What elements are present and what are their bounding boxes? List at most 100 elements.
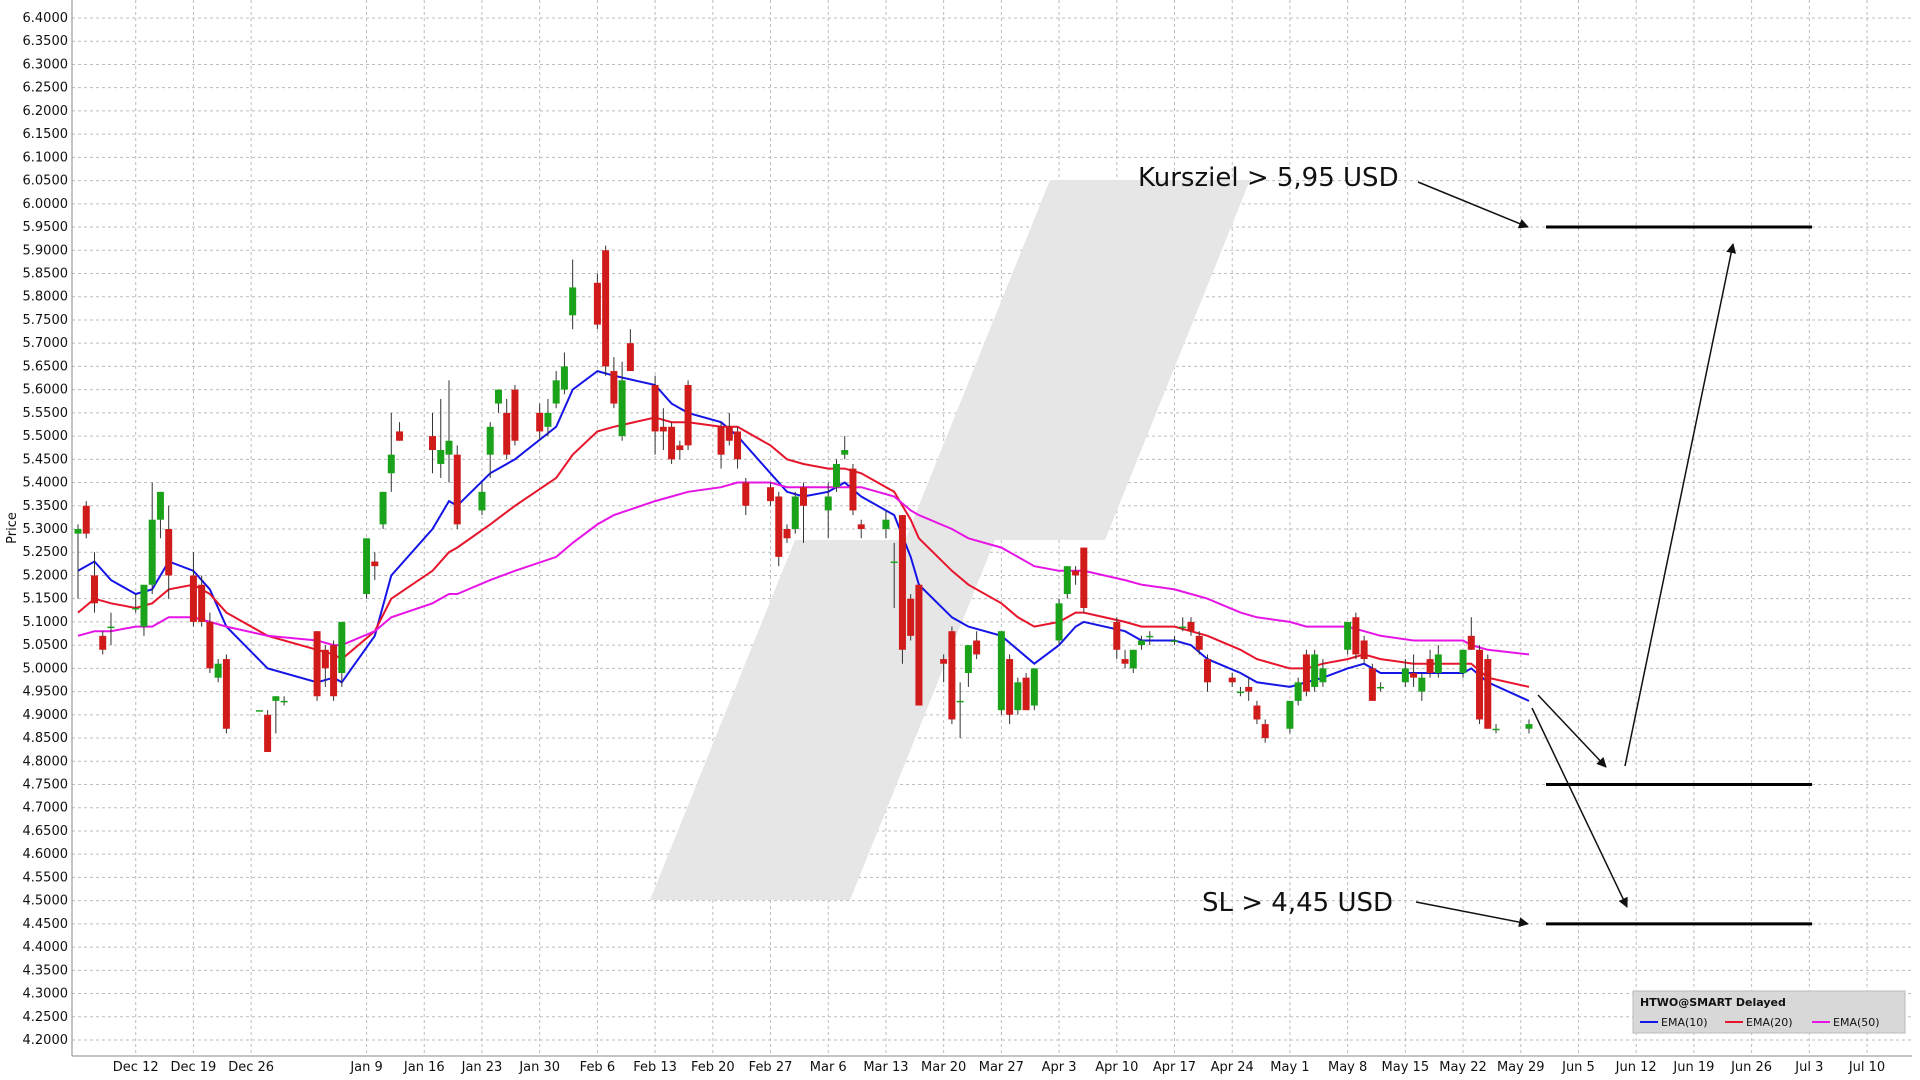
y-tick-label: 5.0500 xyxy=(23,638,69,653)
y-tick-label: 4.5500 xyxy=(23,870,69,885)
y-tick-label: 5.8000 xyxy=(23,290,69,305)
y-tick-label: 6.2500 xyxy=(23,81,69,96)
candle-body xyxy=(1467,635,1475,650)
legend-item: EMA(20) xyxy=(1746,1016,1793,1029)
candle xyxy=(824,482,832,539)
candle-body xyxy=(107,626,115,629)
candle xyxy=(1459,649,1467,678)
candle xyxy=(907,594,915,641)
candle xyxy=(956,682,964,739)
candle-body xyxy=(610,371,618,404)
candle-body xyxy=(1525,724,1533,729)
candle xyxy=(1030,668,1038,711)
y-tick-label: 4.4500 xyxy=(23,917,69,932)
candle xyxy=(626,329,634,372)
candle-body xyxy=(330,645,338,697)
candle xyxy=(445,380,453,483)
candle-body xyxy=(1360,640,1368,660)
candle-body xyxy=(74,529,82,534)
y-tick-label: 5.6000 xyxy=(23,383,69,398)
candle xyxy=(156,491,164,539)
candle-body xyxy=(734,431,742,460)
candle xyxy=(1401,659,1409,687)
candle-body xyxy=(1302,654,1310,692)
candle xyxy=(783,524,791,543)
candle xyxy=(90,552,98,613)
x-tick-label: Dec 26 xyxy=(228,1060,274,1075)
candle xyxy=(1203,654,1211,692)
candle xyxy=(1146,631,1154,646)
candle xyxy=(264,710,272,752)
candle-body xyxy=(1022,677,1030,711)
candle-body xyxy=(478,491,486,511)
candle-body xyxy=(222,659,230,729)
candle xyxy=(1476,645,1484,725)
candle xyxy=(593,273,601,330)
candle xyxy=(429,412,437,474)
candle-body xyxy=(1195,635,1203,650)
candle xyxy=(1261,719,1269,743)
candle xyxy=(544,398,552,437)
candle xyxy=(1006,654,1014,725)
candle-body xyxy=(1426,659,1434,674)
candle-body xyxy=(90,575,98,604)
candle xyxy=(849,463,857,516)
candle-body xyxy=(1187,621,1195,632)
x-tick-label: Mar 20 xyxy=(921,1060,966,1075)
candle-body xyxy=(956,700,964,703)
candle xyxy=(140,584,148,636)
candle xyxy=(1360,635,1368,664)
candle xyxy=(940,654,948,683)
candle-body xyxy=(1228,677,1236,683)
y-tick-label: 5.7500 xyxy=(23,313,69,328)
candle-body xyxy=(783,529,791,539)
candle-body xyxy=(396,431,404,441)
candle-body xyxy=(1319,668,1327,683)
y-axis-label: Price xyxy=(5,512,20,544)
candle xyxy=(321,645,329,687)
y-tick-label: 5.8500 xyxy=(23,267,69,282)
candle-body xyxy=(189,575,197,622)
legend-item: EMA(50) xyxy=(1833,1016,1880,1029)
candle xyxy=(651,375,659,455)
candle xyxy=(890,542,898,608)
candle-body xyxy=(717,426,725,455)
candle-body xyxy=(973,640,981,655)
candle xyxy=(1138,635,1146,650)
candle-body xyxy=(1476,649,1484,720)
candle-body xyxy=(1294,682,1302,701)
candle-body xyxy=(503,412,511,455)
candle xyxy=(997,631,1005,715)
candle-body xyxy=(964,645,972,674)
annotation-arrow xyxy=(1417,181,1529,229)
candle-body xyxy=(494,389,502,404)
candle-body xyxy=(1014,682,1022,711)
candle xyxy=(396,422,404,441)
candle xyxy=(832,459,840,492)
y-tick-label: 5.5000 xyxy=(23,429,69,444)
annotation-label: Kursziel > 5,95 USD xyxy=(1138,163,1399,193)
candle xyxy=(717,422,725,469)
x-tick-label: Jun 5 xyxy=(1561,1060,1595,1075)
candle xyxy=(363,538,371,599)
x-tick-label: Jan 9 xyxy=(349,1060,382,1075)
candle xyxy=(602,245,610,376)
candle-body xyxy=(148,519,156,585)
y-tick-label: 6.0500 xyxy=(23,174,69,189)
candle-body xyxy=(156,491,164,520)
candle-body xyxy=(1055,603,1063,641)
candle xyxy=(107,612,115,646)
candle-body xyxy=(800,487,808,506)
candle-body xyxy=(429,436,437,451)
candle xyxy=(1228,673,1236,687)
candle xyxy=(1236,686,1244,697)
x-tick-label: May 1 xyxy=(1270,1060,1309,1075)
candle-body xyxy=(725,426,733,441)
x-tick-label: Feb 20 xyxy=(691,1060,735,1075)
y-tick-label: 4.6500 xyxy=(23,824,69,839)
annotation-arrow xyxy=(1415,901,1529,928)
candle xyxy=(857,519,865,539)
candle xyxy=(569,259,577,330)
candle xyxy=(1410,654,1418,687)
candle-body xyxy=(1113,621,1121,650)
